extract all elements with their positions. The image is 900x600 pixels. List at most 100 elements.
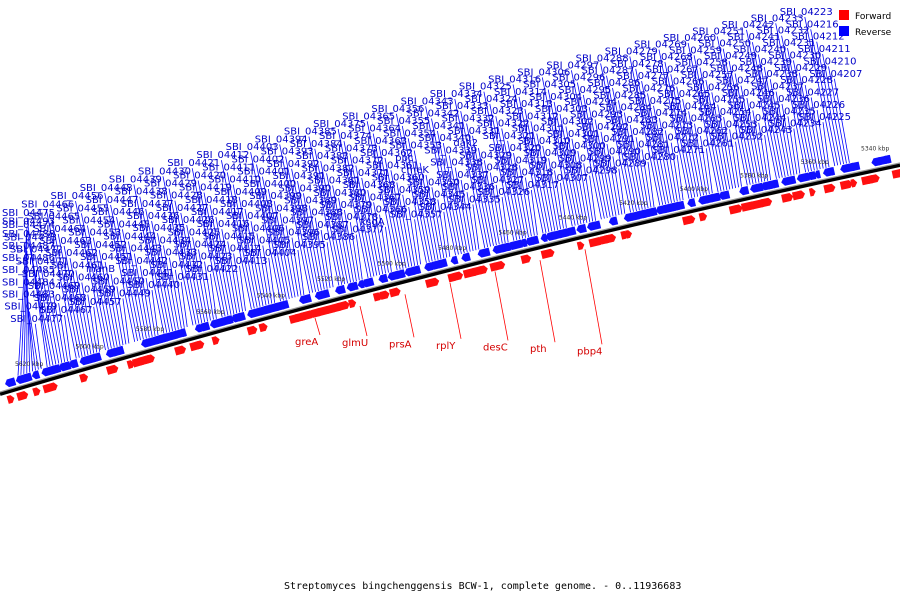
gene-leader-line [139,265,153,337]
gene-leader-line [169,257,182,329]
gene-leader-line [210,273,217,319]
gene-leader-line [385,226,392,272]
gene-leader-line [653,105,672,203]
gene-leader-line [180,281,188,327]
gene-leader-line [26,218,48,368]
gene-label: SBI_04292 [576,122,629,133]
gene-label: SBI_04275 [629,96,682,107]
gene-leader-line [577,82,605,219]
gene-label: SBI_04337 [436,170,489,181]
forward-gene-arrow [32,387,41,397]
gene-leader-line [233,253,243,312]
gene-leader-line [758,122,769,181]
gene-leader-line [402,194,416,266]
gene-label: SBI_04388 [290,208,343,219]
gene-leader-line [565,126,585,224]
gene-label: SBI_04323 [471,106,524,117]
gene-leader-line [466,192,477,251]
gene-label: SBI_04289 [594,159,647,170]
gene-leader-line [396,182,413,267]
gene-leader-line [600,131,617,216]
gene-label: SBI_04321 [483,131,536,142]
gene-leader-line [63,245,86,357]
gene-label: SBI_04216 [786,19,839,30]
gene-leader-line [483,160,500,245]
gene-label: SBI_04287 [582,66,635,77]
gene-leader-line [215,216,235,315]
forward-gene-arrow [258,323,268,333]
gene-leader-line [688,111,704,196]
gene-label: SBI_04297 [546,60,599,71]
gene-label: SBI_04251 [692,26,745,37]
gene-leader-line [407,138,433,262]
forward-gene-arrow [625,230,633,239]
gene-leader-line [542,145,559,230]
gene-label: SBI_04262 [675,126,728,137]
gene-leader-line [501,128,524,239]
reverse-gene-arrow [278,299,290,310]
forward-gene-arrow [687,215,696,224]
forward-gene-arrow [424,277,440,289]
gene-leader-line [495,184,506,243]
gene-leader-line [735,141,742,187]
gene-label: SBI_04257 [681,70,734,81]
gene-label: SBI_04418 [185,195,238,206]
gene-label: SBI_04473 [4,232,57,243]
gene-label: SBI_04368 [343,180,396,191]
gene-label: SBI_04374 [319,131,372,142]
gene-label: SBI_04268 [640,52,693,63]
gene-leader-line [699,67,725,191]
gene-leader-line [162,176,194,326]
gene-label: SBI_04237 [751,82,804,93]
gene-leader-line [816,109,827,168]
gene-leader-line [87,225,112,349]
forward-gene-arrow [126,360,135,369]
gene-label: SBI_04336 [442,182,495,193]
gene-leader-line [612,87,637,212]
gene-leader-line [635,137,649,209]
gene-leader-line [29,311,39,370]
gene-leader-line [151,290,159,336]
reverse-gene-arrow [94,352,102,361]
gene-label: SBI_04459 [63,285,116,296]
gene-label: SBI_04439 [109,175,162,186]
gene-leader-line [332,185,351,283]
gene-label: rplY [436,341,456,352]
gene-leader-line [757,54,783,178]
gene-leader-line [256,233,270,305]
gene-label: SBI_04405 [238,236,291,247]
gene-label: SBI_04316 [488,75,541,86]
reverse-gene-arrow [31,370,41,380]
gene-leader-line [449,282,462,339]
reverse-gene-arrow [361,277,375,288]
reverse-gene-arrow [814,170,821,179]
gene-leader-line [314,317,321,336]
gene-leader-line [297,180,319,292]
gene-leader-line [659,118,675,203]
gene-label: pbp4 [577,346,602,357]
gene-label: SBI_04345 [413,190,466,201]
gene-label: SBI_04246 [722,88,775,99]
gene-label: SBI_04318 [500,168,553,179]
gene-label: SBI_04463 [39,236,92,247]
gene-leader-line [373,202,386,274]
gene-label: SBI_04334 [430,89,483,100]
gene-label: SBI_04468 [34,293,87,304]
gene-label: SBI_04359 [378,185,431,196]
gene-label: SBI_04452 [74,240,127,251]
reverse-gene-arrow [351,281,359,291]
gene-label: SBI_04277 [617,71,670,82]
gene-label: SBI_04236 [757,94,810,105]
gene-leader-line [104,261,121,346]
gene-label: SBI_04212 [792,32,845,43]
gene-leader-line [320,161,346,285]
gene-label: SBI_04305 [523,80,576,91]
gene-label: SBI_04419 [179,183,232,194]
gene-label: SBI_04229 [774,63,827,74]
gene-label: SBI_04225 [798,112,851,123]
reverse-gene-arrow [687,198,696,208]
gene-leader-line [494,271,509,341]
gene-leader-line [752,42,780,179]
gene-leader-line [513,153,529,238]
gene-label: SBI_04317 [506,180,559,191]
